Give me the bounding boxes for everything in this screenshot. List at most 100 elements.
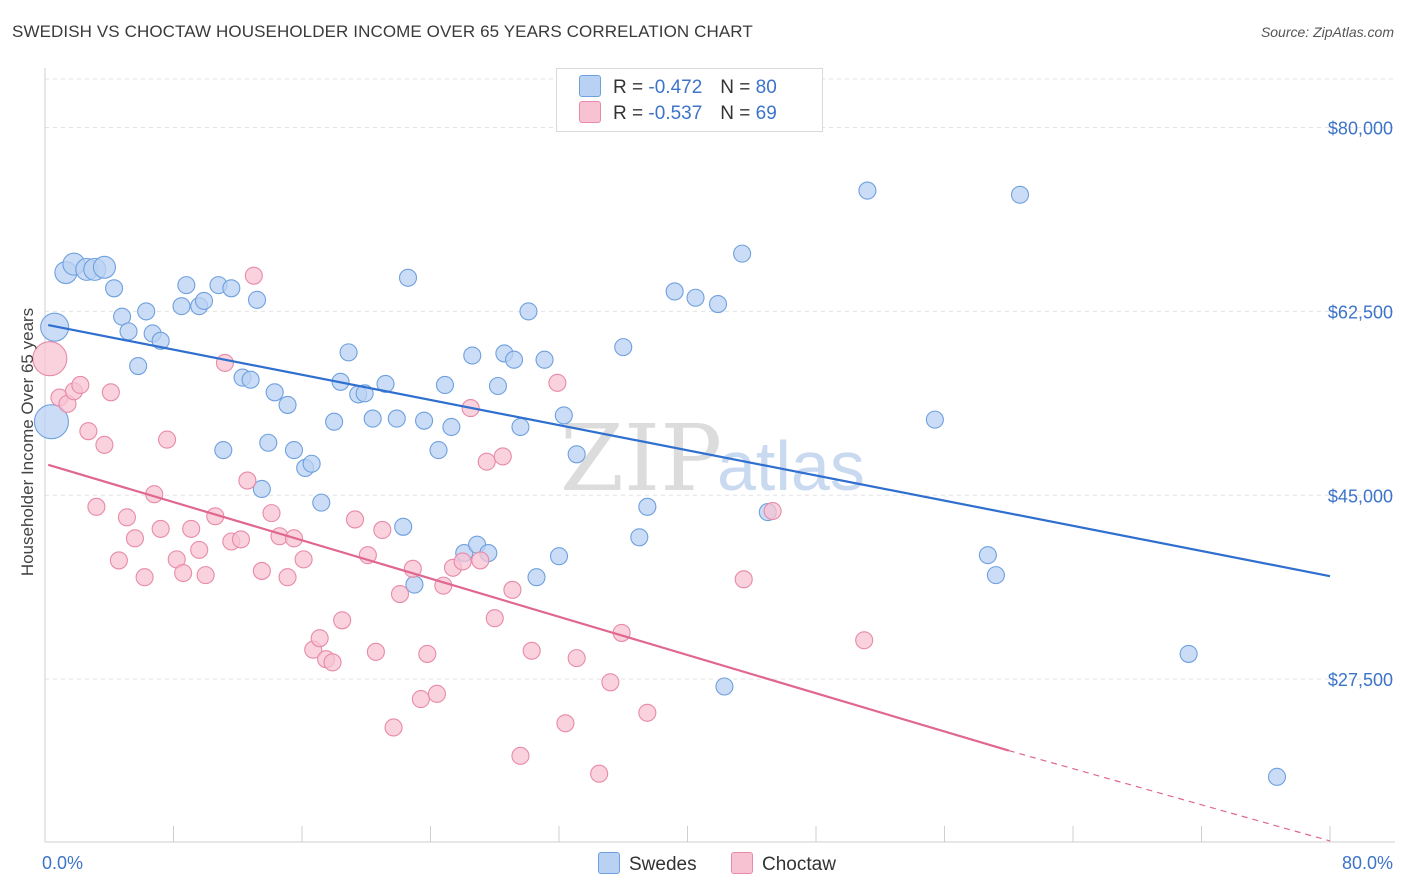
choctaw-trend-line [47,463,1010,752]
swedes-point-72 [978,546,997,565]
swedes-point-30 [302,454,321,473]
swedes-point-66 [708,294,728,314]
choctaw-point-19 [190,540,209,559]
choctaw-point-62 [590,764,609,783]
choctaw-point-17 [174,563,193,583]
choctaw-point-41 [373,520,392,539]
swedes-point-20 [247,290,267,309]
bottom-legend-label-swedes: Swedes [629,854,697,875]
legend-row-choctaw: R = -0.537 N = 69 [579,101,777,127]
choctaw-point-53 [477,452,496,471]
swedes-point-31 [312,493,331,512]
choctaw-point-40 [366,642,385,661]
swedes-point-65 [686,288,705,307]
legend-n-value: 80 [755,77,777,98]
legend-swatch-choctaw [579,101,601,123]
swedes-point-23 [265,383,284,402]
choctaw-point-15 [158,430,177,449]
swedes-point-6 [33,404,69,440]
choctaw-point-42 [384,718,403,737]
y-tick-label-3: $27,500 [1328,670,1393,690]
swedes-point-42 [405,575,424,594]
swedes-point-25 [214,441,233,460]
y-tick-label-0: $80,000 [1328,119,1393,139]
swedes-point-57 [535,350,554,369]
swedes-point-46 [442,417,461,437]
y-axis-label: Householder Income Over 65 years [18,308,37,576]
choctaw-point-18 [182,519,201,538]
swedes-point-27 [252,479,271,499]
choctaw-point-36 [323,653,342,672]
legend-r-value: -0.472 [648,77,703,98]
y-tick-label-2: $45,000 [1328,486,1393,506]
swedes-point-48 [463,346,482,365]
swedes-point-59 [554,406,573,425]
axes [44,68,1395,843]
source-label: Source: ZipAtlas.com [1260,24,1394,40]
choctaw-point-32 [294,550,313,569]
swedes-point-70 [858,181,877,200]
choctaw-point-59 [548,373,567,392]
bottom-legend-swatch-choctaw [731,852,753,874]
legend-r-value: -0.537 [648,103,703,124]
legend-n-value: 69 [755,103,777,124]
legend-row-swedes: R = -0.472 N = 80 [579,75,777,101]
choctaw-point-30 [278,568,297,587]
choctaw-point-0 [32,341,68,377]
swedes-point-38 [376,374,395,393]
swedes-point-9 [119,322,138,341]
choctaw-point-14 [151,519,170,538]
swedes-point-43 [415,411,434,430]
swedes-point-60 [567,445,586,464]
choctaw-point-54 [485,609,504,628]
choctaw-point-6 [87,497,106,516]
swedes-point-71 [925,410,944,429]
swedes-point-53 [504,350,524,369]
swedes-point-73 [986,566,1005,585]
choctaw-trend-extension [1008,750,1331,842]
swedes-point-62 [630,528,649,547]
choctaw-point-12 [135,568,154,587]
swedes-point-54 [511,417,530,437]
choctaw-point-4 [71,375,90,395]
choctaw-point-63 [601,673,620,692]
swedes-point-22 [241,370,260,389]
choctaw-point-5 [79,422,98,441]
choctaw-point-11 [125,529,144,548]
bottom-legend-label-choctaw: Choctaw [762,854,836,875]
data-points [32,181,1287,786]
swedes-point-63 [638,497,657,516]
choctaw-point-55 [493,447,512,466]
x-tick-label-1: 80.0% [1342,853,1393,873]
swedes-point-44 [429,441,448,460]
choctaw-point-38 [345,510,365,529]
tick-labels: $80,000 $62,500 $45,000 $27,500 0.0% 80.0% [42,119,1393,873]
swedes-point-41 [398,268,418,287]
swedes-point-68 [733,244,752,263]
y-tick-label-1: $62,500 [1328,302,1393,322]
choctaw-point-67 [763,501,782,521]
choctaw-point-65 [638,703,657,722]
choctaw-point-34 [310,629,329,648]
swedes-point-51 [488,376,508,396]
swedes-point-17 [194,291,214,310]
swedes-point-40 [394,517,413,536]
swedes-point-15 [177,276,196,295]
choctaw-point-60 [556,714,575,733]
swedes-point-39 [387,409,406,428]
choctaw-point-37 [333,611,352,630]
swedes-point-64 [665,282,684,301]
swedes-point-7 [105,279,124,298]
bottom-legend-swatch-swedes [598,852,620,874]
swedes-point-36 [355,384,374,403]
choctaw-point-57 [511,746,530,765]
legend-r-label: R = [613,77,644,98]
choctaw-point-26 [244,266,263,285]
choctaw-point-56 [503,580,522,599]
swedes-point-45 [435,375,455,395]
choctaw-point-28 [262,504,281,523]
choctaw-point-25 [238,471,257,490]
swedes-point-58 [549,547,569,566]
choctaw-point-27 [252,561,271,580]
swedes-point-26 [259,433,278,452]
